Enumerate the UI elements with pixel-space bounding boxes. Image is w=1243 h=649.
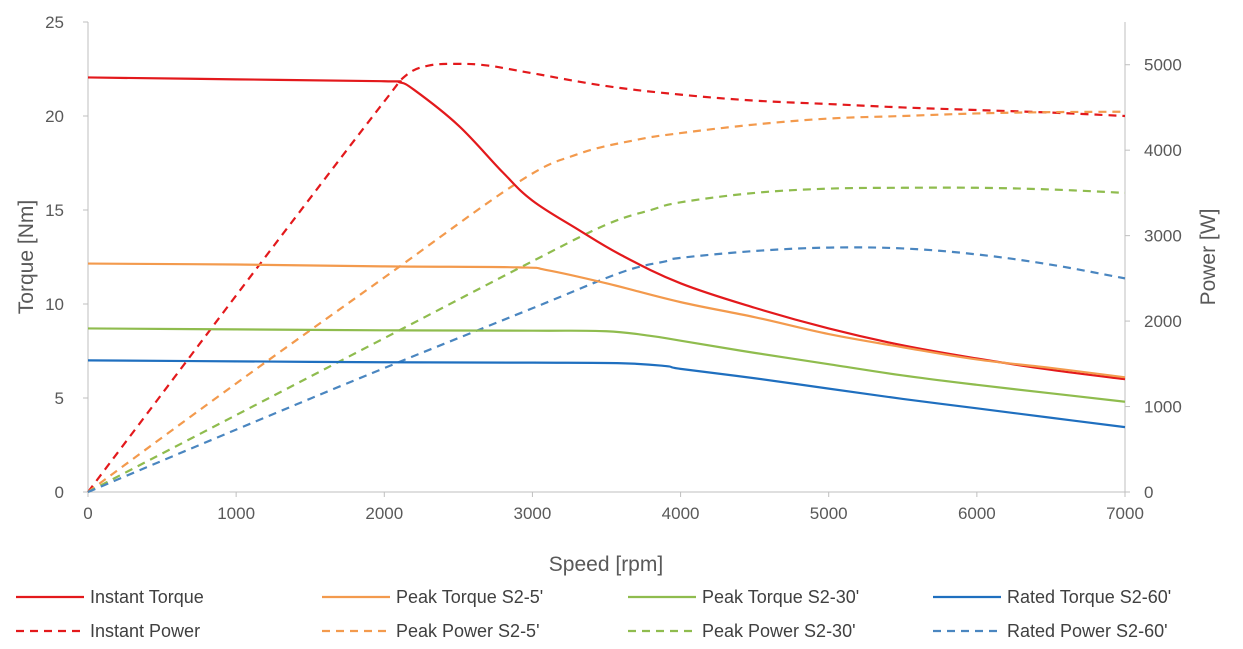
y-tick-labels: 0 5 10 15 20 25	[45, 13, 88, 502]
y-axis-title: Torque [Nm]	[15, 200, 38, 314]
y2-tick-labels: 0 1000 2000 3000 4000 5000	[1125, 56, 1182, 502]
y-tick-label: 20	[45, 107, 64, 126]
series-line-peak-power-s2-30	[87, 186, 1126, 493]
y-tick-label: 15	[45, 201, 64, 220]
x-tick-label: 5000	[810, 504, 848, 523]
y2-tick-label: 0	[1144, 483, 1153, 502]
series-lines	[87, 62, 1126, 494]
series-line-peak-torque-s2-5	[87, 262, 1126, 379]
legend-label-rated-power-s2-60: Rated Power S2-60'	[1007, 621, 1168, 641]
legend-label-peak-torque-s2-5: Peak Torque S2-5'	[396, 587, 543, 607]
y-tick-label: 10	[45, 295, 64, 314]
series-line-rated-torque-s2-60	[87, 359, 1126, 429]
x-tick-labels: 0 1000 2000 3000 4000 5000 6000 7000	[83, 492, 1144, 523]
y2-axis-title: Power [W]	[1197, 209, 1220, 306]
axes	[87, 22, 1126, 493]
y-tick-label: 0	[55, 483, 64, 502]
legend-label-rated-torque-s2-60: Rated Torque S2-60'	[1007, 587, 1171, 607]
x-tick-label: 0	[83, 504, 92, 523]
x-tick-label: 1000	[217, 504, 255, 523]
y-tick-label: 5	[55, 389, 64, 408]
y2-tick-label: 4000	[1144, 141, 1182, 160]
series-line-peak-torque-s2-30	[87, 327, 1126, 403]
y2-tick-label: 1000	[1144, 398, 1182, 417]
series-line-peak-power-s2-5	[87, 110, 1126, 493]
x-tick-label: 3000	[514, 504, 552, 523]
x-tick-label: 6000	[958, 504, 996, 523]
series-line-instant-torque	[87, 76, 1126, 381]
series-line-instant-power	[87, 62, 1126, 493]
legend: Instant Torque Peak Torque S2-5' Peak Torq…	[16, 587, 1171, 641]
y2-tick-label: 5000	[1144, 56, 1182, 75]
x-tick-label: 7000	[1106, 504, 1144, 523]
legend-label-peak-torque-s2-30: Peak Torque S2-30'	[702, 587, 859, 607]
y2-tick-label: 2000	[1144, 312, 1182, 331]
legend-label-instant-torque: Instant Torque	[90, 587, 204, 607]
legend-label-peak-power-s2-5: Peak Power S2-5'	[396, 621, 540, 641]
x-tick-label: 4000	[662, 504, 700, 523]
x-axis-title: Speed [rpm]	[549, 553, 663, 576]
series-line-rated-power-s2-60	[87, 246, 1126, 494]
legend-label-peak-power-s2-30: Peak Power S2-30'	[702, 621, 856, 641]
x-tick-label: 2000	[365, 504, 403, 523]
y2-tick-label: 3000	[1144, 227, 1182, 246]
legend-label-instant-power: Instant Power	[90, 621, 200, 641]
y-tick-label: 25	[45, 13, 64, 32]
